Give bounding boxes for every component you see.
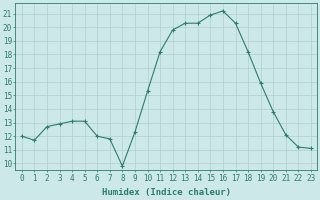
X-axis label: Humidex (Indice chaleur): Humidex (Indice chaleur): [102, 188, 231, 197]
